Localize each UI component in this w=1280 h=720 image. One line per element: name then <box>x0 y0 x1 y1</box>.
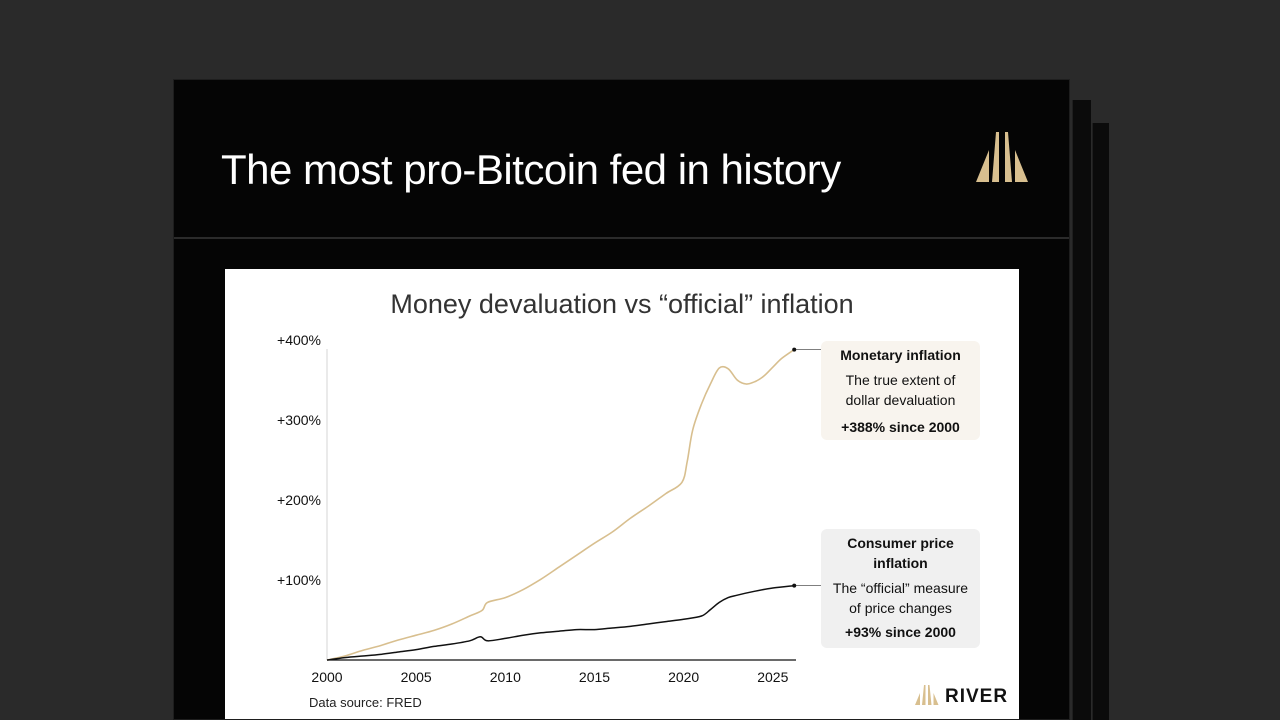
stacked-slide-shadow-back <box>1092 123 1109 720</box>
slide: The most pro-Bitcoin fed in history Mone… <box>173 79 1070 720</box>
callout-stat: +93% since 2000 <box>845 624 956 640</box>
callout-stat: +388% since 2000 <box>841 419 960 435</box>
river-brand-logo: RIVER <box>915 685 1008 707</box>
callout-title: Monetary inflation <box>840 347 961 363</box>
stacked-slide-shadow <box>1072 100 1091 720</box>
y-tick-label: +400% <box>277 332 321 348</box>
x-tick-label: 2000 <box>311 669 342 685</box>
y-tick-label: +200% <box>277 492 321 508</box>
chart-card: Money devaluation vs “official” inflatio… <box>225 269 1019 719</box>
series-line-consumer-price-inflation <box>326 584 795 661</box>
slide-title: The most pro-Bitcoin fed in history <box>221 146 841 193</box>
x-tick-label: 2020 <box>668 669 699 685</box>
callout-description: The true extent of dollar devaluation <box>845 372 956 408</box>
callout-title: Consumer price inflation <box>847 535 954 571</box>
callout-monetary-inflation: Monetary inflation The true extent of do… <box>821 341 980 440</box>
x-tick-label: 2025 <box>757 669 788 685</box>
x-tick-label: 2010 <box>490 669 521 685</box>
chart-title: Money devaluation vs “official” inflatio… <box>390 289 853 319</box>
brand-name: RIVER <box>945 686 1008 707</box>
x-tick-label: 2015 <box>579 669 610 685</box>
x-tick-label: 2005 <box>401 669 432 685</box>
river-logo-icon <box>915 685 939 705</box>
callout-consumer-price-inflation: Consumer price inflation The “official” … <box>821 529 980 648</box>
y-tick-label: +300% <box>277 412 321 428</box>
chart: Money devaluation vs “official” inflatio… <box>277 289 1008 710</box>
river-peaks-icon <box>976 132 1028 182</box>
data-source-label: Data source: FRED <box>309 695 422 710</box>
series-line-monetary-inflation <box>326 348 795 661</box>
callout-description: The “official” measure of price changes <box>832 580 969 616</box>
y-tick-label: +100% <box>277 572 321 588</box>
annotation-endpoint <box>792 347 797 352</box>
annotation-endpoint <box>792 583 797 588</box>
slide-header: The most pro-Bitcoin fed in history <box>174 80 1069 239</box>
